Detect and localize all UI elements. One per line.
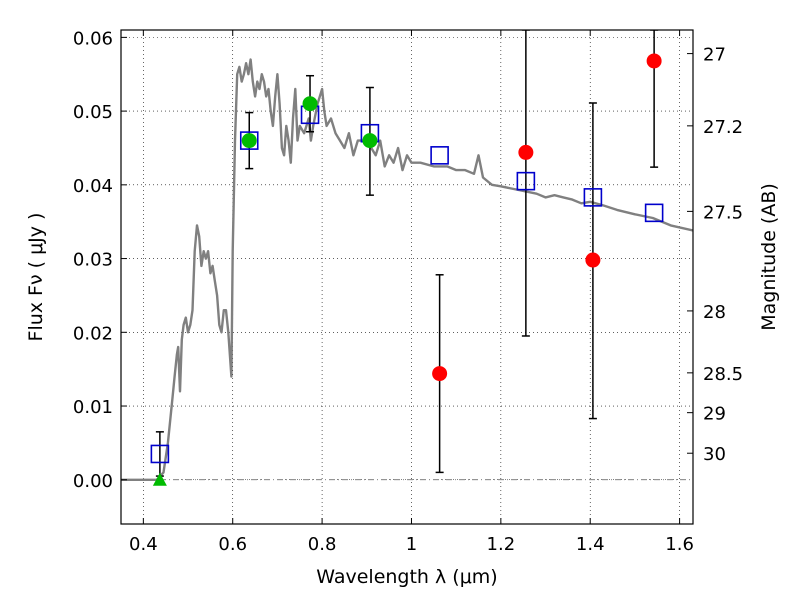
- y-tick-label: 0.06: [73, 28, 113, 49]
- model-flux-square: [644, 203, 664, 223]
- x-tick-label: 1.2: [487, 534, 516, 555]
- x-tick-label: 1.4: [576, 534, 605, 555]
- model-flux-square: [430, 146, 449, 165]
- model-flux-square: [239, 131, 259, 150]
- x-tick-label: 0.4: [129, 534, 158, 555]
- upper-limit-triangle: [152, 472, 167, 486]
- y-axis-title: Flux Fν ( μJy ): [25, 213, 47, 342]
- y2-tick-label: 28: [703, 302, 726, 323]
- red-data-point: [432, 366, 448, 382]
- y2-tick-label: 28.5: [703, 364, 743, 385]
- plot-area: [121, 30, 693, 486]
- y2-axis-title: Magnitude (AB): [758, 183, 780, 331]
- x-tick-label: 0.6: [218, 534, 247, 555]
- y-tick-label: 0.05: [73, 102, 113, 123]
- green-data-point: [362, 133, 378, 149]
- grid: [121, 30, 693, 524]
- red-data-point: [585, 252, 601, 268]
- model-spectrum-line: [121, 58, 693, 481]
- plot-frame: [120, 29, 694, 525]
- green-data-point: [241, 133, 257, 149]
- y2-tick-label: 29: [703, 404, 726, 425]
- x-tick-label: 0.8: [308, 534, 337, 555]
- y-tick-label: 0.02: [73, 323, 113, 344]
- model-flux-square: [516, 171, 536, 191]
- x-axis-title: Wavelength λ (μm): [316, 566, 497, 588]
- red-data-point: [518, 144, 534, 160]
- y-tick-label: 0.04: [73, 176, 113, 197]
- y-tick-label: 0.00: [73, 471, 113, 492]
- x-tick-label: 1.6: [665, 534, 694, 555]
- model-flux-square: [583, 188, 603, 207]
- axis-ticks: 0.4 0.6 0.8 1 1.2 1.4 1.6 0.00 0.01 0.02 0.03 0.04 0…: [73, 28, 743, 555]
- y2-tick-label: 27.2: [703, 117, 743, 138]
- y2-tick-label: 30: [703, 444, 726, 465]
- y2-tick-label: 27.5: [703, 202, 743, 223]
- y-tick-label: 0.03: [73, 250, 113, 271]
- model-flux-square: [150, 444, 170, 464]
- green-data-point: [302, 96, 318, 112]
- y-tick-label: 0.01: [73, 397, 113, 418]
- red-data-point: [646, 53, 662, 69]
- x-tick-label: 1: [406, 534, 417, 555]
- y2-tick-label: 27: [703, 45, 726, 66]
